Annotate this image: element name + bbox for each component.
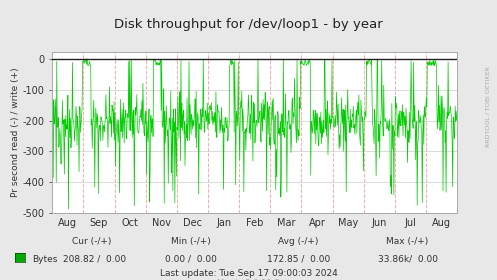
Text: Munin 2.0.19-3: Munin 2.0.19-3 xyxy=(217,279,280,280)
Text: 33.86k/  0.00: 33.86k/ 0.00 xyxy=(378,255,437,264)
Text: 0.00 /  0.00: 0.00 / 0.00 xyxy=(166,255,217,264)
Text: Last update: Tue Sep 17 09:00:03 2024: Last update: Tue Sep 17 09:00:03 2024 xyxy=(160,269,337,278)
Text: Avg (-/+): Avg (-/+) xyxy=(278,237,319,246)
Text: Max (-/+): Max (-/+) xyxy=(386,237,429,246)
Text: RRDTOOL / TOBI OETIKER: RRDTOOL / TOBI OETIKER xyxy=(486,66,491,147)
Text: Min (-/+): Min (-/+) xyxy=(171,237,211,246)
Text: Bytes: Bytes xyxy=(32,255,58,264)
Text: Disk throughput for /dev/loop1 - by year: Disk throughput for /dev/loop1 - by year xyxy=(114,18,383,31)
Y-axis label: Pr second read (-) / write (+): Pr second read (-) / write (+) xyxy=(11,67,20,197)
Text: Cur (-/+): Cur (-/+) xyxy=(72,237,112,246)
Text: 208.82 /  0.00: 208.82 / 0.00 xyxy=(63,255,126,264)
Text: 172.85 /  0.00: 172.85 / 0.00 xyxy=(266,255,330,264)
